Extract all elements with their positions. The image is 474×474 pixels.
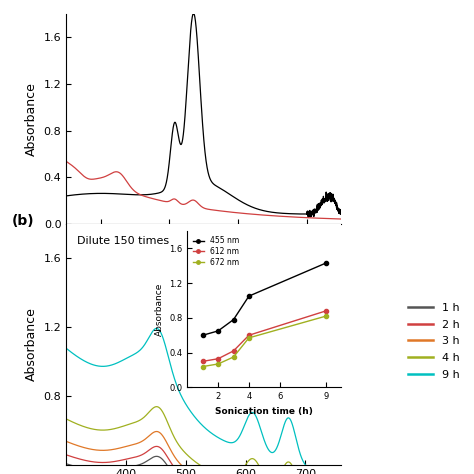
Y-axis label: Absorbance: Absorbance [25,82,38,156]
X-axis label: Wavelength (nm): Wavelength (nm) [143,244,264,257]
Y-axis label: Absorbance: Absorbance [25,307,38,381]
Legend: 1 h, 2 h, 3 h, 4 h, 9 h: 1 h, 2 h, 3 h, 4 h, 9 h [404,299,464,384]
Text: Dilute 150 times: Dilute 150 times [77,236,170,246]
Text: (b): (b) [11,214,34,228]
